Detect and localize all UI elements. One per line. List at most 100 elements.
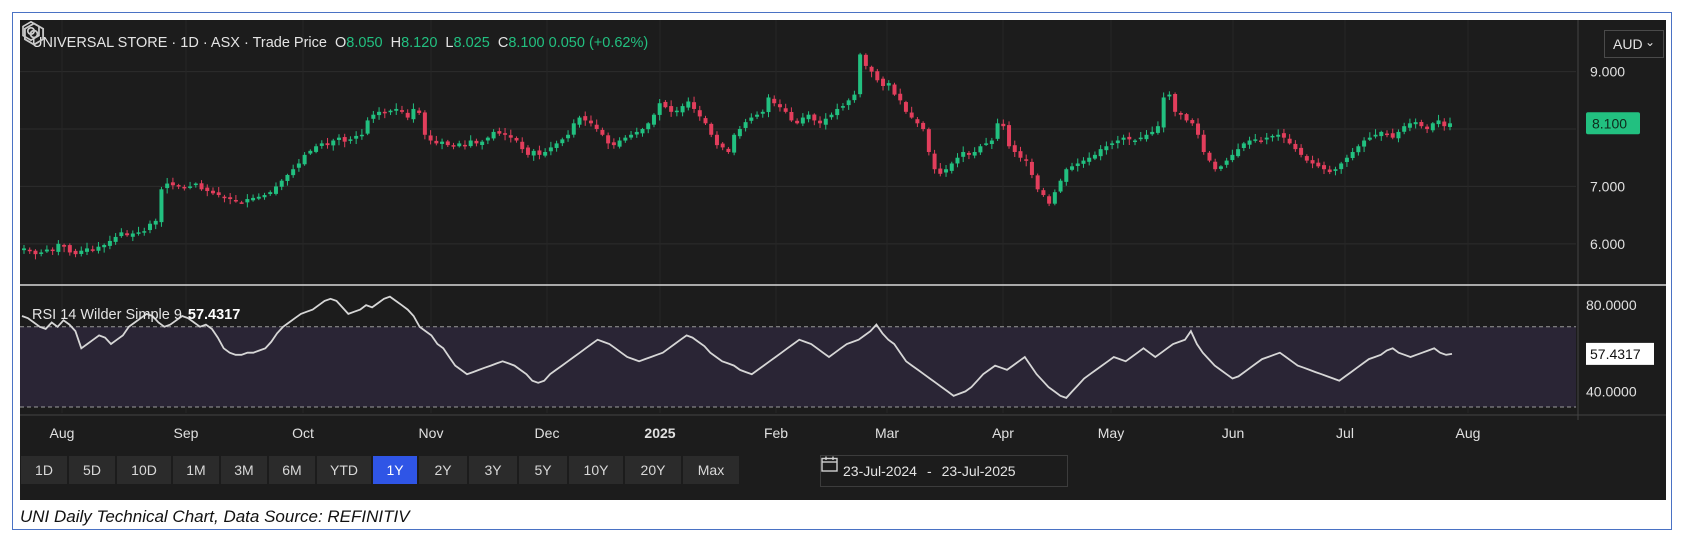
timeframe-3m-button[interactable]: 3M — [220, 455, 268, 485]
chevron-down-icon: ⌄ — [1644, 35, 1655, 49]
timeframe-5y-button[interactable]: 5Y — [518, 455, 568, 485]
timeframe-2y-button[interactable]: 2Y — [418, 455, 468, 485]
candle — [56, 243, 61, 252]
candle — [405, 112, 410, 118]
candle — [445, 141, 450, 146]
timeframe-ytd-button[interactable]: YTD — [316, 455, 372, 485]
candle — [331, 140, 336, 146]
candle — [594, 124, 599, 130]
gear-icon[interactable] — [20, 20, 48, 48]
candle — [27, 249, 32, 252]
price-legend: UNIVERSAL STORE · 1D · ASX · Trade Price… — [32, 35, 649, 51]
timeframe-1d-button[interactable]: 1D — [20, 455, 68, 485]
candle — [1144, 134, 1149, 140]
candle — [170, 182, 175, 186]
candle — [657, 103, 662, 115]
candle — [1339, 163, 1344, 170]
candle — [1012, 145, 1017, 152]
candle — [1310, 160, 1315, 164]
candle — [674, 110, 679, 113]
candle — [915, 119, 920, 124]
candle — [995, 123, 1000, 139]
timeframe-10y-button[interactable]: 10Y — [568, 455, 624, 485]
candle — [800, 117, 805, 124]
candle — [233, 199, 238, 202]
candle — [886, 83, 891, 86]
candle — [1425, 126, 1430, 130]
candle — [1264, 137, 1269, 140]
candle — [984, 143, 989, 145]
candle — [503, 133, 508, 135]
candle — [193, 183, 198, 186]
candle — [611, 142, 616, 146]
candle — [142, 231, 147, 233]
candle — [377, 111, 382, 116]
candle — [296, 163, 301, 168]
time-axis-label: Aug — [50, 425, 75, 441]
candle — [308, 150, 313, 154]
rsi-legend: RSI 14 Wilder Simple 9 57.4317 — [32, 307, 240, 323]
candle — [411, 108, 416, 120]
timeframe-20y-button[interactable]: 20Y — [624, 455, 682, 485]
candle — [806, 114, 811, 120]
candle — [863, 54, 868, 66]
candle — [354, 135, 359, 139]
candle — [1115, 140, 1120, 144]
timeframe-6m-button[interactable]: 6M — [268, 455, 316, 485]
candle — [491, 131, 496, 139]
candle — [1098, 149, 1103, 157]
candle — [1001, 123, 1006, 127]
candle — [703, 118, 708, 124]
candle — [520, 141, 525, 150]
candle — [1373, 134, 1378, 137]
candle — [1201, 134, 1206, 152]
calendar-icon[interactable] — [821, 456, 838, 472]
candle — [73, 250, 78, 255]
candle — [268, 192, 273, 195]
timeframe-5d-button[interactable]: 5D — [68, 455, 116, 485]
legend-open: 8.050 — [346, 35, 383, 51]
candle — [1259, 140, 1264, 142]
candle — [749, 117, 754, 121]
timeframe-3y-button[interactable]: 3Y — [468, 455, 518, 485]
legend-close: 8.100 — [508, 35, 545, 51]
candle — [1322, 165, 1327, 170]
candle — [1281, 133, 1286, 138]
timeframe-max-button[interactable]: Max — [682, 455, 740, 485]
candle — [938, 168, 943, 174]
legend-low: 8.025 — [453, 35, 490, 51]
candle — [1276, 134, 1281, 137]
candle — [1064, 169, 1069, 182]
candle — [119, 232, 124, 237]
time-axis-label: Nov — [419, 425, 444, 441]
date-range-picker[interactable]: 23-Jul-2024 - 23-Jul-2025 — [820, 455, 1068, 487]
candle — [1247, 140, 1252, 145]
time-axis-label: Mar — [875, 425, 899, 441]
candle — [1075, 163, 1080, 166]
legend-high-label: H — [390, 35, 402, 51]
timeframe-1m-button[interactable]: 1M — [172, 455, 220, 485]
candle — [600, 129, 605, 135]
candle — [130, 233, 135, 237]
candle — [697, 110, 702, 117]
candle — [1052, 192, 1057, 204]
date-to: 23-Jul-2025 — [941, 463, 1016, 479]
candle — [692, 102, 697, 109]
date-from: 23-Jul-2024 — [843, 463, 917, 479]
chart-canvas[interactable]: 6.0007.0008.0009.0008.10040.000080.00005… — [20, 20, 1666, 500]
rsi-last-label: 57.4317 — [1590, 346, 1641, 362]
legend-price-type: Trade Price — [252, 35, 327, 51]
candle — [147, 223, 152, 231]
candle — [319, 143, 324, 146]
candle — [107, 240, 112, 246]
candle — [989, 140, 994, 145]
candle — [789, 111, 794, 121]
candle — [1436, 120, 1441, 125]
timeframe-1y-button[interactable]: 1Y — [372, 455, 418, 485]
candle — [932, 153, 937, 170]
chart-panel[interactable]: 6.0007.0008.0009.0008.10040.000080.00005… — [20, 20, 1666, 500]
currency-select[interactable]: AUD ⌄ — [1604, 30, 1664, 58]
candle — [176, 185, 181, 187]
timeframe-10d-button[interactable]: 10D — [116, 455, 172, 485]
candle — [96, 246, 101, 251]
